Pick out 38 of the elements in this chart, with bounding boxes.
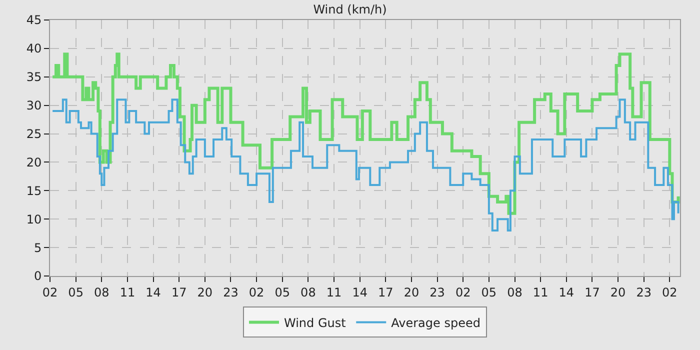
x-tick-label: 02 <box>455 285 471 300</box>
x-tick-label: 14 <box>146 285 161 300</box>
x-tick-label: 05 <box>481 285 497 300</box>
y-tick-label: 35 <box>26 70 42 84</box>
x-tick-label: 14 <box>558 285 574 300</box>
x-tick-label: 11 <box>120 285 136 300</box>
y-tick-label: 25 <box>26 126 42 141</box>
x-tick-label: 20 <box>197 285 213 300</box>
x-tick-label: 17 <box>584 285 600 300</box>
y-tick-label: 20 <box>26 155 42 170</box>
y-tick-label: 0 <box>34 269 42 284</box>
legend-label: Average speed <box>391 316 480 330</box>
x-tick-label: 11 <box>326 285 342 300</box>
x-tick-label: 05 <box>68 285 84 300</box>
x-tick-label: 02 <box>662 285 678 300</box>
y-tick-label: 10 <box>26 212 42 226</box>
x-tick-label: 08 <box>507 285 522 300</box>
x-tick-label: 23 <box>636 285 652 300</box>
x-tick-label: 17 <box>378 285 394 300</box>
x-tick-label: 23 <box>430 285 445 300</box>
x-tick-label: 20 <box>404 285 420 300</box>
x-tick-label: 20 <box>610 285 626 300</box>
y-tick-label: 5 <box>34 240 42 255</box>
legend-label: Wind Gust <box>284 316 346 330</box>
y-tick-label: 40 <box>26 42 42 56</box>
x-tick-label: 23 <box>223 285 238 300</box>
x-tick-label: 02 <box>248 285 264 300</box>
y-tick-label: 15 <box>26 184 42 198</box>
x-tick-label: 08 <box>300 285 316 300</box>
x-tick-label: 17 <box>171 285 187 300</box>
y-tick-label: 30 <box>26 98 42 113</box>
y-tick-label: 45 <box>26 13 42 28</box>
chart-title: Wind (km/h) <box>313 2 387 17</box>
x-tick-label: 11 <box>532 285 548 300</box>
x-tick-label: 02 <box>42 285 58 300</box>
x-tick-label: 05 <box>274 285 290 300</box>
x-tick-label: 08 <box>94 285 110 300</box>
x-tick-label: 14 <box>352 285 368 300</box>
